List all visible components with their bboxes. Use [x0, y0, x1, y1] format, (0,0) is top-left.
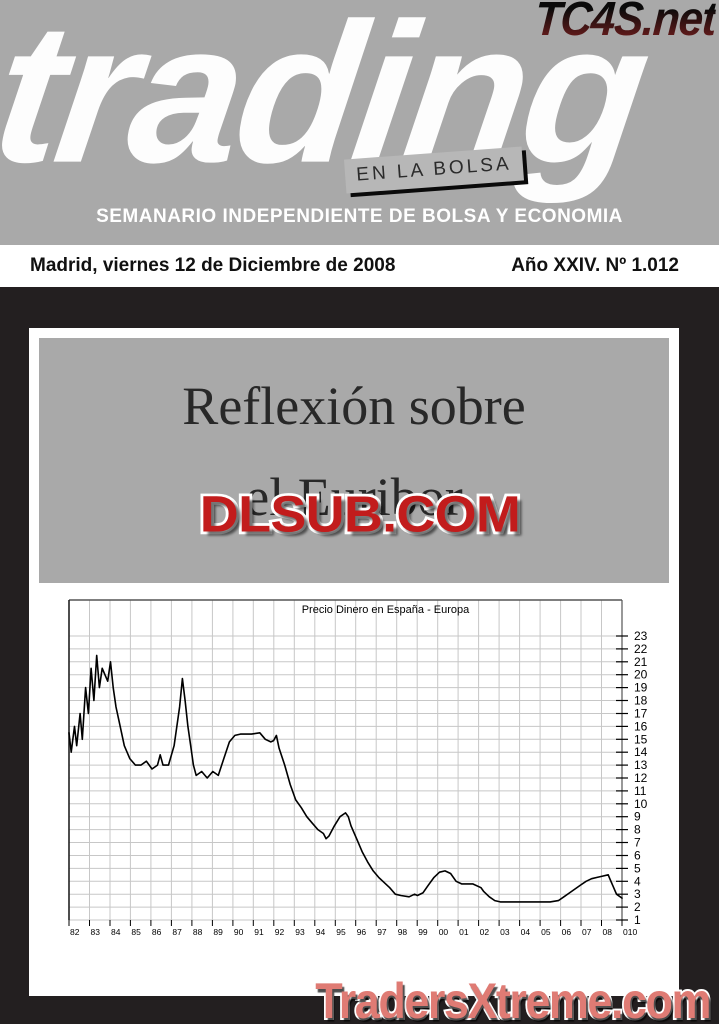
svg-text:17: 17: [634, 707, 648, 721]
svg-text:8: 8: [634, 823, 641, 837]
svg-text:07: 07: [582, 927, 592, 937]
svg-text:18: 18: [634, 694, 648, 708]
svg-text:010: 010: [623, 927, 637, 937]
svg-text:23: 23: [634, 629, 648, 643]
svg-text:12: 12: [634, 771, 648, 785]
svg-text:93: 93: [295, 927, 305, 937]
svg-text:88: 88: [193, 927, 203, 937]
svg-text:13: 13: [634, 758, 648, 772]
svg-text:2: 2: [634, 900, 641, 914]
svg-text:20: 20: [634, 668, 648, 682]
svg-text:06: 06: [562, 927, 572, 937]
svg-text:83: 83: [91, 927, 101, 937]
svg-text:19: 19: [634, 681, 648, 695]
svg-text:6: 6: [634, 849, 641, 863]
svg-text:15: 15: [634, 732, 648, 746]
svg-text:14: 14: [634, 745, 648, 759]
svg-text:91: 91: [254, 927, 264, 937]
svg-text:21: 21: [634, 655, 648, 669]
svg-text:87: 87: [172, 927, 182, 937]
svg-text:08: 08: [603, 927, 613, 937]
svg-text:89: 89: [213, 927, 223, 937]
svg-text:84: 84: [111, 927, 121, 937]
svg-text:82: 82: [70, 927, 80, 937]
svg-text:99: 99: [418, 927, 428, 937]
svg-text:90: 90: [234, 927, 244, 937]
svg-text:Precio Dinero en España - Euro: Precio Dinero en España - Europa: [302, 604, 470, 616]
svg-text:5: 5: [634, 861, 641, 875]
svg-text:16: 16: [634, 719, 648, 733]
svg-text:86: 86: [152, 927, 162, 937]
svg-text:92: 92: [275, 927, 285, 937]
svg-text:10: 10: [634, 797, 648, 811]
svg-text:9: 9: [634, 810, 641, 824]
svg-text:95: 95: [336, 927, 346, 937]
svg-text:04: 04: [521, 927, 531, 937]
svg-text:94: 94: [316, 927, 326, 937]
svg-text:01: 01: [459, 927, 469, 937]
svg-text:7: 7: [634, 836, 641, 850]
svg-text:97: 97: [377, 927, 387, 937]
svg-text:03: 03: [500, 927, 510, 937]
svg-text:98: 98: [398, 927, 408, 937]
svg-text:3: 3: [634, 887, 641, 901]
svg-text:96: 96: [357, 927, 367, 937]
svg-text:4: 4: [634, 874, 641, 888]
svg-text:85: 85: [131, 927, 141, 937]
svg-text:1: 1: [634, 913, 641, 927]
svg-text:11: 11: [634, 784, 647, 798]
svg-text:05: 05: [541, 927, 551, 937]
svg-text:00: 00: [439, 927, 449, 937]
svg-text:22: 22: [634, 642, 648, 656]
svg-text:02: 02: [480, 927, 490, 937]
